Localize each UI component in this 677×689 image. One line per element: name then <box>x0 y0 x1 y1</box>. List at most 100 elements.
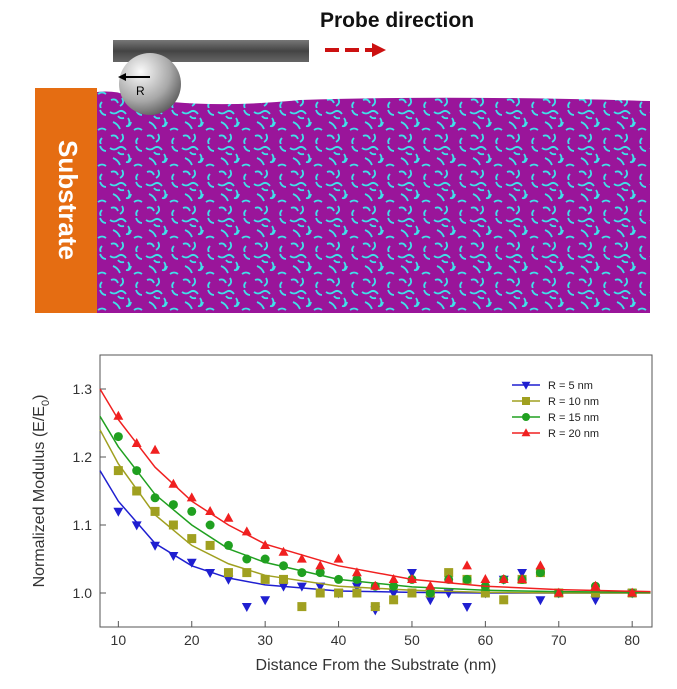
schematic: Substrate R Probe direction <box>35 9 650 313</box>
marker <box>205 520 215 530</box>
marker <box>296 582 307 592</box>
marker <box>407 588 417 598</box>
marker <box>462 603 472 612</box>
marker <box>279 561 289 571</box>
marker <box>535 568 545 578</box>
marker <box>279 574 289 584</box>
marker <box>187 506 197 516</box>
marker <box>113 507 124 517</box>
marker <box>186 558 197 568</box>
probe-tip <box>119 53 181 115</box>
plot-frame <box>99 354 653 628</box>
marker <box>388 589 399 599</box>
marker <box>444 568 454 578</box>
marker <box>315 560 326 570</box>
marker <box>150 444 161 454</box>
direction-arrowhead <box>372 43 386 57</box>
marker <box>590 588 600 598</box>
marker <box>535 596 546 606</box>
marker <box>187 534 197 544</box>
y-tick-label: 1.0 <box>73 585 93 601</box>
radius-label: R <box>136 84 145 98</box>
polymer-film <box>97 91 650 313</box>
legend-label: R = 5 nm <box>548 380 593 392</box>
marker <box>480 588 490 598</box>
marker <box>352 588 362 598</box>
marker <box>388 574 399 583</box>
marker <box>150 493 160 503</box>
marker <box>553 587 564 597</box>
x-tick-label: 30 <box>257 632 273 648</box>
radius-arrowhead <box>118 73 126 81</box>
marker <box>131 521 142 531</box>
marker <box>480 574 491 583</box>
marker <box>278 546 289 556</box>
y-tick-label: 1.2 <box>73 449 93 465</box>
marker <box>242 568 252 578</box>
marker <box>168 552 179 561</box>
marker <box>498 574 509 583</box>
legend-label: R = 10 nm <box>548 396 599 408</box>
marker <box>278 582 289 592</box>
marker <box>315 588 325 598</box>
marker <box>370 602 380 612</box>
marker <box>260 596 271 606</box>
marker <box>334 588 344 598</box>
marker <box>168 500 178 510</box>
marker <box>241 526 252 536</box>
marker <box>389 581 399 591</box>
marker <box>150 541 161 551</box>
marker <box>333 553 344 563</box>
y-axis-label-main: Normalized Modulus (E/E <box>31 406 48 587</box>
marker <box>407 574 417 583</box>
marker <box>168 520 178 530</box>
marker <box>241 603 252 612</box>
marker <box>315 568 325 578</box>
marker <box>462 560 472 570</box>
y-axis-label-sub: 0 <box>40 400 52 406</box>
marker <box>260 554 270 564</box>
marker <box>370 580 381 590</box>
y-axis-label-end: ) <box>31 395 48 400</box>
marker <box>132 466 142 476</box>
marker <box>352 574 362 584</box>
marker <box>113 410 124 420</box>
fit-curve <box>99 415 651 594</box>
fit-curve <box>99 429 651 594</box>
marker <box>297 602 307 612</box>
marker <box>205 540 215 550</box>
x-tick-label: 20 <box>184 632 200 648</box>
marker <box>462 574 472 584</box>
x-tick-label: 60 <box>478 632 494 648</box>
marker <box>407 569 417 578</box>
legend-label: R = 15 nm <box>548 412 599 424</box>
marker <box>223 568 233 578</box>
x-axis-label: Distance From the Substrate (nm) <box>256 657 497 674</box>
marker <box>351 567 362 577</box>
probe-direction-label: Probe direction <box>320 9 474 32</box>
marker <box>186 492 197 502</box>
marker <box>389 595 399 605</box>
x-tick-label: 80 <box>624 632 640 648</box>
legend-marker <box>522 397 530 405</box>
legend-marker <box>522 413 530 421</box>
marker <box>590 596 601 606</box>
marker <box>627 587 638 597</box>
marker <box>425 588 435 598</box>
y-tick-label: 1.3 <box>73 381 93 397</box>
x-tick-label: 70 <box>551 632 567 648</box>
marker <box>260 574 270 584</box>
marker <box>499 595 509 605</box>
marker <box>443 574 454 583</box>
marker <box>150 506 160 516</box>
marker <box>517 569 528 578</box>
marker <box>260 540 271 549</box>
substrate-label: Substrate <box>53 140 83 260</box>
marker <box>168 478 179 488</box>
marker <box>113 466 123 476</box>
fit-curve <box>99 470 651 594</box>
x-tick-label: 50 <box>404 632 420 648</box>
marker <box>131 438 142 447</box>
marker <box>132 486 142 496</box>
